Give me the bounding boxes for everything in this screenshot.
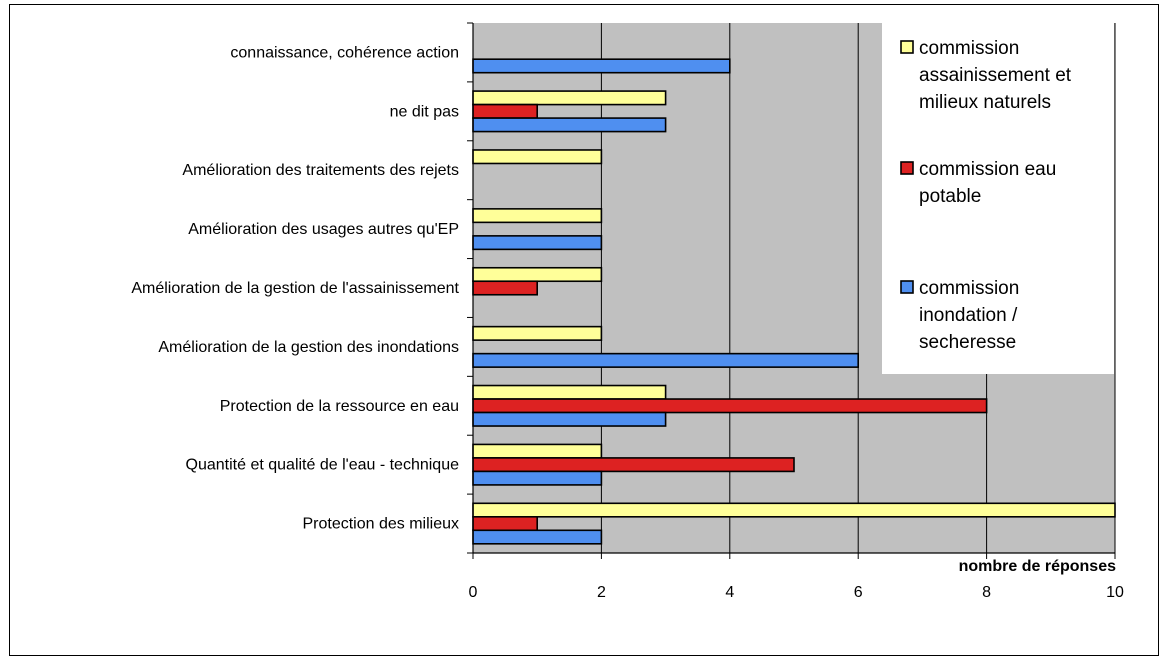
category-label: Amélioration des usages autres qu'EP: [188, 221, 459, 238]
x-tick-label: 4: [725, 584, 734, 601]
bar: [472, 398, 988, 414]
category-label: connaissance, cohérence action: [230, 44, 459, 61]
bar: [472, 457, 795, 473]
legend-swatch: [900, 161, 914, 175]
category-label: Amélioration de la gestion des inondatio…: [158, 339, 459, 356]
bar: [472, 266, 603, 283]
bar: [472, 235, 603, 251]
bar: [472, 90, 667, 106]
legend: commission assainissement et milieux natur…: [882, 23, 1114, 374]
bar: [472, 352, 860, 368]
bar: [472, 117, 667, 133]
category-label: Quantité et qualité de l'eau - technique: [186, 457, 460, 474]
bar: [472, 280, 538, 296]
category-labels: connaissance, cohérence action ne dit pas…: [131, 44, 459, 532]
bar: [472, 443, 603, 459]
x-tick-label: 0: [469, 584, 478, 601]
legend-label: commission: [919, 278, 1019, 299]
axes: [467, 22, 1116, 559]
legend-swatch: [900, 40, 914, 54]
bar: [472, 502, 1116, 518]
bar: [472, 470, 603, 486]
legend-label: inondation /: [919, 305, 1018, 326]
legend-label: commission eau: [919, 159, 1056, 180]
x-tick-label: 10: [1106, 584, 1124, 601]
bar: [472, 149, 603, 165]
category-label: Protection de la ressource en eau: [220, 398, 459, 415]
legend-label: secheresse: [919, 332, 1016, 353]
bar: [472, 516, 538, 532]
legend-swatch: [900, 280, 914, 294]
bar: [472, 384, 667, 400]
category-label: Amélioration de la gestion de l'assainis…: [131, 280, 459, 297]
bar: [472, 103, 538, 119]
x-tick-label: 2: [597, 584, 606, 601]
x-tick-label: 8: [982, 584, 991, 601]
category-label: Amélioration des traitements des rejets: [182, 162, 459, 179]
legend-box: [882, 23, 1114, 374]
legend-label: assainissement et: [919, 65, 1072, 86]
bar: [472, 411, 667, 427]
bar: [472, 529, 603, 545]
bar: [472, 58, 731, 74]
bar: [472, 325, 603, 341]
legend-label: commission: [919, 38, 1019, 59]
legend-label: milieux naturels: [919, 92, 1051, 113]
x-tick-label: 6: [854, 584, 863, 601]
bar: [472, 208, 603, 224]
category-label: Protection des milieux: [302, 516, 459, 533]
category-label: ne dit pas: [390, 103, 459, 120]
x-tick-labels: 0 2 4 6 8 10: [469, 584, 1124, 601]
legend-label: potable: [919, 186, 981, 207]
bars: [472, 58, 1116, 545]
x-axis-title: nombre de réponses: [959, 558, 1116, 575]
